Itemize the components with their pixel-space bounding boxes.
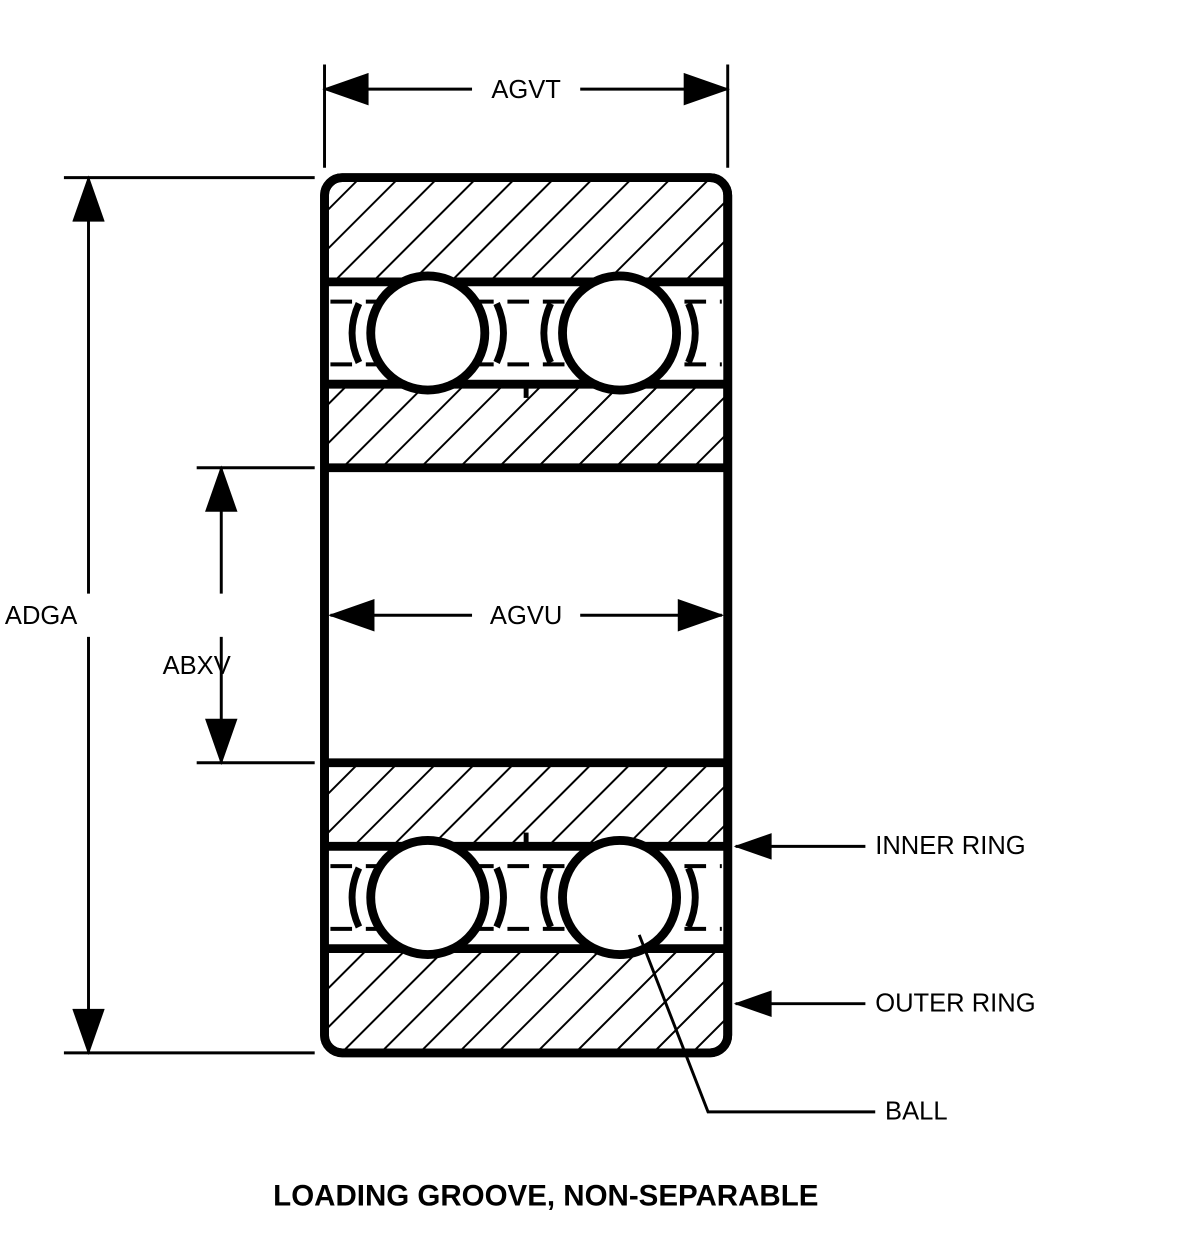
callout-outer-ring-label: OUTER RING	[875, 990, 1035, 1018]
ball-bot-left	[371, 840, 485, 954]
dim-abxv-label: ABXV	[163, 652, 231, 680]
callout-ball-label: BALL	[885, 1098, 948, 1126]
dim-adga-label: ADGA	[5, 602, 77, 630]
ball-top-right	[563, 276, 677, 390]
outer-ring-top-hatch	[328, 182, 723, 282]
ball-top-left	[371, 276, 485, 390]
dim-agvt-label: AGVT	[491, 76, 561, 104]
dim-agvu-label: AGVU	[490, 602, 562, 630]
ball-bot-right	[563, 840, 677, 954]
diagram-title: LOADING GROOVE, NON-SEPARABLE	[273, 1179, 818, 1212]
callout-inner-ring-label: INNER RING	[875, 832, 1025, 860]
